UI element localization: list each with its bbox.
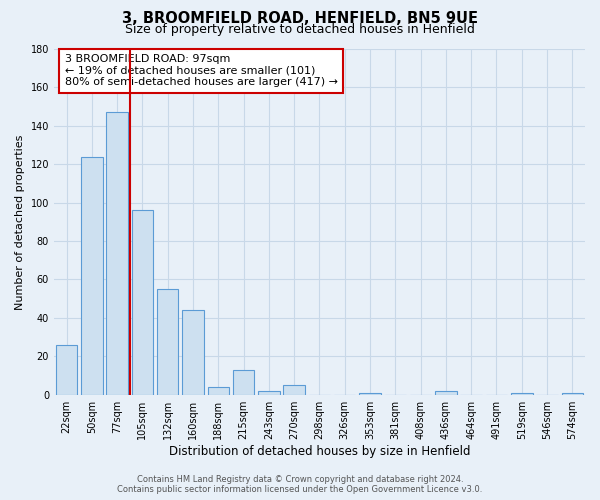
Bar bbox=[562, 393, 583, 394]
Y-axis label: Number of detached properties: Number of detached properties bbox=[15, 134, 25, 310]
Bar bbox=[258, 391, 280, 394]
X-axis label: Distribution of detached houses by size in Henfield: Distribution of detached houses by size … bbox=[169, 444, 470, 458]
Bar bbox=[56, 345, 77, 395]
Text: Contains HM Land Registry data © Crown copyright and database right 2024.
Contai: Contains HM Land Registry data © Crown c… bbox=[118, 474, 482, 494]
Bar bbox=[81, 156, 103, 394]
Bar bbox=[283, 385, 305, 394]
Bar bbox=[106, 112, 128, 394]
Bar bbox=[131, 210, 153, 394]
Bar bbox=[208, 387, 229, 394]
Bar bbox=[157, 289, 178, 395]
Bar bbox=[233, 370, 254, 394]
Bar bbox=[511, 393, 533, 394]
Text: 3 BROOMFIELD ROAD: 97sqm
← 19% of detached houses are smaller (101)
80% of semi-: 3 BROOMFIELD ROAD: 97sqm ← 19% of detach… bbox=[65, 54, 338, 88]
Bar bbox=[359, 393, 381, 394]
Text: 3, BROOMFIELD ROAD, HENFIELD, BN5 9UE: 3, BROOMFIELD ROAD, HENFIELD, BN5 9UE bbox=[122, 11, 478, 26]
Text: Size of property relative to detached houses in Henfield: Size of property relative to detached ho… bbox=[125, 23, 475, 36]
Bar bbox=[435, 391, 457, 394]
Bar bbox=[182, 310, 204, 394]
